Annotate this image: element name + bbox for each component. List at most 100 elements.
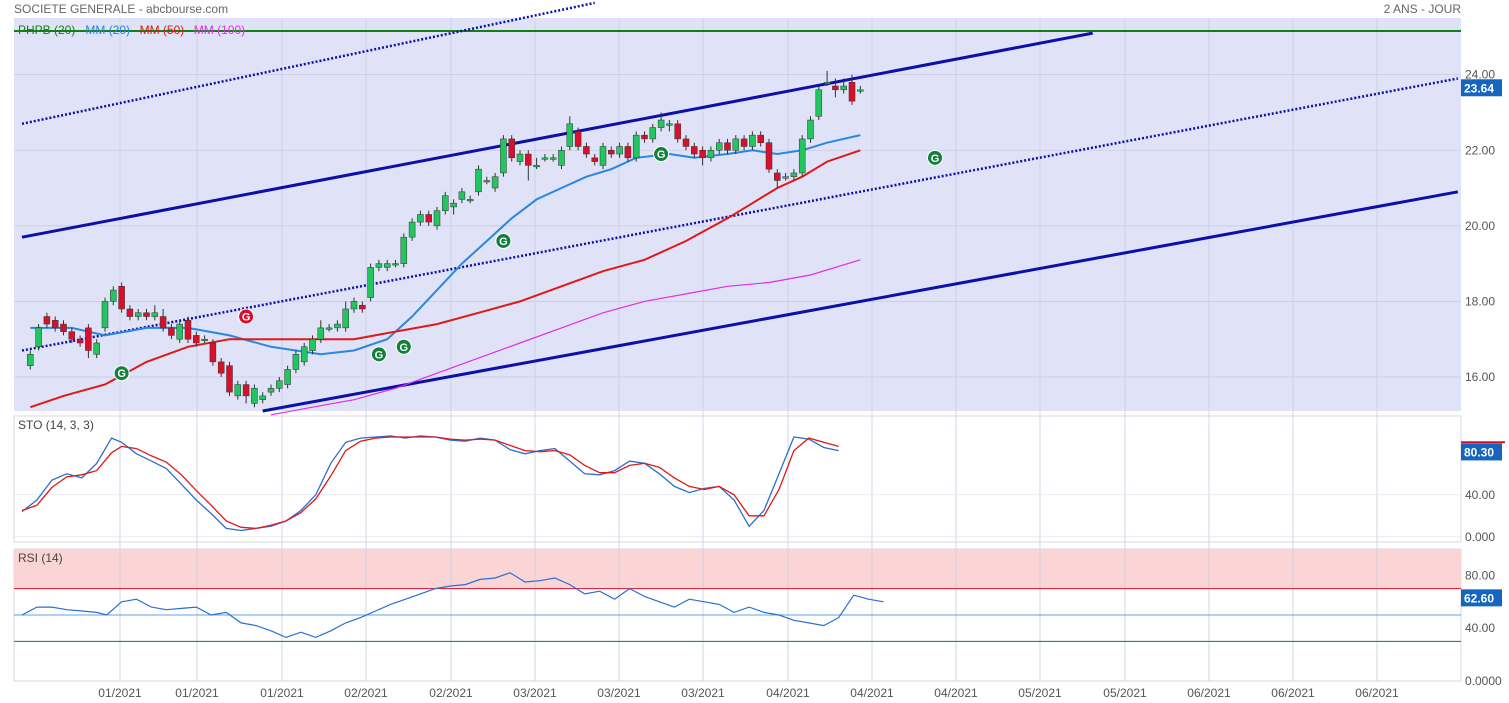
candle-body — [300, 346, 308, 363]
legend-item: MM (50) — [140, 23, 185, 37]
x-tick-label: 03/2021 — [513, 686, 557, 700]
signal-label: G — [242, 312, 251, 324]
candle-body — [442, 195, 449, 211]
candle-body — [217, 361, 225, 374]
signal-label: G — [657, 149, 666, 161]
y-tick-label: 24.00 — [1465, 68, 1495, 82]
candle-body — [682, 138, 690, 147]
candle-body — [284, 369, 291, 385]
candle-body — [699, 150, 706, 159]
signal-marker — [113, 365, 130, 382]
candle-body — [757, 134, 764, 143]
signal-marker — [927, 149, 943, 166]
candle-body — [242, 384, 250, 397]
candle-body — [383, 263, 391, 268]
mm100-line — [270, 259, 861, 416]
rsi-title: RSI (14) — [18, 551, 63, 565]
candle-body — [375, 263, 383, 268]
channel-dotted-line — [21, 77, 1459, 352]
candle-body — [425, 214, 432, 223]
candle-body — [408, 221, 416, 238]
candle-body — [450, 202, 457, 208]
sto-tick-label: 0.000 — [1465, 530, 1495, 544]
signal-label: G — [400, 342, 409, 354]
x-tick-label: 06/2021 — [1187, 686, 1231, 700]
y-tick-label: 16.00 — [1465, 370, 1495, 384]
stochastic-title: STO (14, 3, 3) — [18, 418, 94, 432]
candle-body — [483, 180, 491, 183]
candle-body — [724, 142, 731, 151]
candle-body — [823, 81, 831, 84]
candle-body — [392, 263, 399, 266]
candle-body — [168, 327, 175, 336]
candle-body — [35, 327, 42, 348]
candle-body — [790, 172, 798, 177]
candle-body — [591, 157, 598, 162]
candle-body — [632, 134, 640, 159]
candle-body — [110, 289, 117, 302]
candle-body — [549, 157, 557, 160]
candle-body — [798, 138, 806, 174]
candle-body — [765, 142, 773, 170]
rsi-overbought-zone — [14, 549, 1461, 589]
candle-body — [267, 388, 275, 393]
candle-body — [574, 131, 582, 147]
price-last-badge-text: 23.64 — [1464, 81, 1494, 95]
signal-marker — [395, 338, 412, 355]
candle-body — [234, 384, 242, 397]
x-tick-label: 04/2021 — [766, 686, 810, 700]
x-tick-label: 06/2021 — [1271, 686, 1315, 700]
candle-body — [126, 308, 134, 317]
candle-body — [774, 172, 781, 181]
candle-body — [815, 89, 823, 117]
candle-body — [259, 395, 266, 400]
period-label[interactable]: 2 ANS - JOUR — [1383, 2, 1461, 16]
candle-body — [782, 176, 789, 179]
candle-body — [226, 365, 233, 393]
rsi-last-badge — [1461, 589, 1502, 607]
candle-body — [176, 323, 183, 340]
candle-body — [85, 327, 92, 351]
x-tick-label: 02/2021 — [429, 686, 473, 700]
x-tick-label: 03/2021 — [597, 686, 641, 700]
candle-body — [184, 320, 192, 340]
candle-body — [840, 85, 847, 91]
candle-body — [807, 119, 814, 140]
candle-body — [674, 123, 681, 140]
stochastic-panel — [13, 415, 1462, 543]
candle-body — [350, 301, 358, 310]
x-tick-label: 05/2021 — [1103, 686, 1147, 700]
candle-body — [359, 304, 366, 310]
candle-body — [193, 335, 200, 344]
candle-body — [433, 210, 441, 227]
rsi-line — [21, 572, 884, 639]
candle-body — [541, 157, 549, 160]
candle-body — [848, 81, 856, 102]
rsi-tick-label: 40.00 — [1465, 621, 1495, 635]
x-tick-label: 06/2021 — [1355, 686, 1399, 700]
candle-body — [458, 191, 466, 200]
candle-body — [43, 316, 51, 325]
candle-body — [51, 320, 59, 329]
candle-body — [159, 316, 167, 329]
signal-label: G — [117, 368, 126, 380]
x-tick-label: 03/2021 — [681, 686, 725, 700]
candle-body — [68, 331, 76, 340]
candle-body — [76, 338, 84, 344]
candle-body — [417, 214, 424, 223]
candle-body — [292, 354, 300, 370]
candle-body — [491, 176, 499, 189]
candle-body — [101, 301, 109, 329]
candle-body — [276, 380, 283, 389]
candle-body — [715, 142, 723, 151]
channel-dotted-line — [21, 1, 595, 126]
candle-body — [649, 127, 657, 140]
x-tick-label: 01/2021 — [260, 686, 304, 700]
y-tick-label: 22.00 — [1465, 143, 1495, 157]
x-tick-label: 04/2021 — [934, 686, 978, 700]
candle-body — [533, 165, 540, 168]
rsi-tick-label: 0.0000 — [1465, 674, 1502, 688]
sto-d-line — [21, 436, 839, 530]
channel-line — [262, 190, 1459, 413]
candle-body — [691, 146, 698, 155]
